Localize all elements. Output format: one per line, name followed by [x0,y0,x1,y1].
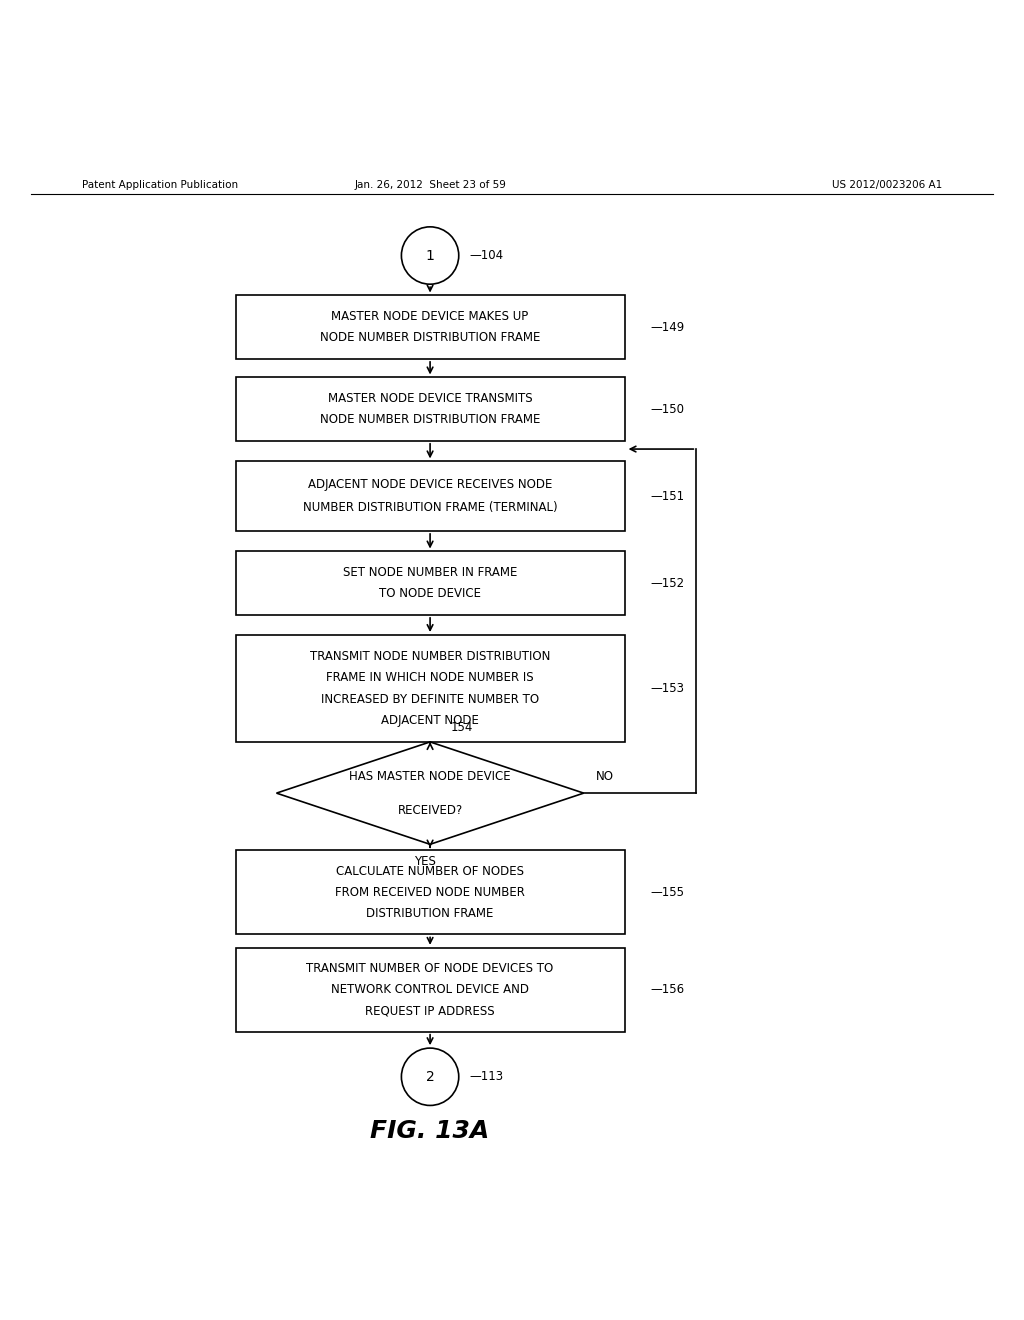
FancyBboxPatch shape [236,462,625,531]
Text: NODE NUMBER DISTRIBUTION FRAME: NODE NUMBER DISTRIBUTION FRAME [319,331,541,345]
Text: ADJACENT NODE: ADJACENT NODE [381,714,479,727]
Text: —151: —151 [650,490,684,503]
Circle shape [401,1048,459,1105]
Text: TO NODE DEVICE: TO NODE DEVICE [379,587,481,601]
Text: REQUEST IP ADDRESS: REQUEST IP ADDRESS [366,1005,495,1018]
Text: YES: YES [414,854,436,867]
Text: —155: —155 [650,886,684,899]
Text: 154: 154 [451,721,473,734]
FancyBboxPatch shape [236,850,625,935]
Text: NUMBER DISTRIBUTION FRAME (TERMINAL): NUMBER DISTRIBUTION FRAME (TERMINAL) [303,502,557,515]
Polygon shape [276,742,584,845]
Text: MASTER NODE DEVICE TRANSMITS: MASTER NODE DEVICE TRANSMITS [328,392,532,405]
Text: —156: —156 [650,983,684,997]
Text: NODE NUMBER DISTRIBUTION FRAME: NODE NUMBER DISTRIBUTION FRAME [319,413,541,426]
Text: ADJACENT NODE DEVICE RECEIVES NODE: ADJACENT NODE DEVICE RECEIVES NODE [308,478,552,491]
Text: —152: —152 [650,577,684,590]
Text: DISTRIBUTION FRAME: DISTRIBUTION FRAME [367,907,494,920]
Text: TRANSMIT NUMBER OF NODE DEVICES TO: TRANSMIT NUMBER OF NODE DEVICES TO [306,962,554,975]
Text: US 2012/0023206 A1: US 2012/0023206 A1 [831,180,942,190]
Text: 1: 1 [426,248,434,263]
FancyBboxPatch shape [236,552,625,615]
Text: FROM RECEIVED NODE NUMBER: FROM RECEIVED NODE NUMBER [335,886,525,899]
FancyBboxPatch shape [236,948,625,1032]
FancyBboxPatch shape [236,635,625,742]
Text: FRAME IN WHICH NODE NUMBER IS: FRAME IN WHICH NODE NUMBER IS [327,672,534,685]
Text: —149: —149 [650,321,684,334]
Text: —113: —113 [469,1071,503,1084]
FancyBboxPatch shape [236,296,625,359]
Text: Jan. 26, 2012  Sheet 23 of 59: Jan. 26, 2012 Sheet 23 of 59 [354,180,506,190]
Text: NO: NO [596,770,614,783]
Text: CALCULATE NUMBER OF NODES: CALCULATE NUMBER OF NODES [336,865,524,878]
Text: NETWORK CONTROL DEVICE AND: NETWORK CONTROL DEVICE AND [331,983,529,997]
Text: —153: —153 [650,682,684,696]
Text: INCREASED BY DEFINITE NUMBER TO: INCREASED BY DEFINITE NUMBER TO [321,693,540,706]
Text: RECEIVED?: RECEIVED? [397,804,463,817]
Text: MASTER NODE DEVICE MAKES UP: MASTER NODE DEVICE MAKES UP [332,310,528,323]
Text: 2: 2 [426,1069,434,1084]
Text: HAS MASTER NODE DEVICE: HAS MASTER NODE DEVICE [349,770,511,783]
Circle shape [401,227,459,284]
Text: SET NODE NUMBER IN FRAME: SET NODE NUMBER IN FRAME [343,566,517,579]
Text: —104: —104 [469,249,503,261]
Text: Patent Application Publication: Patent Application Publication [82,180,238,190]
Text: —150: —150 [650,403,684,416]
Text: FIG. 13A: FIG. 13A [371,1119,489,1143]
Text: TRANSMIT NODE NUMBER DISTRIBUTION: TRANSMIT NODE NUMBER DISTRIBUTION [310,649,550,663]
FancyBboxPatch shape [236,378,625,441]
